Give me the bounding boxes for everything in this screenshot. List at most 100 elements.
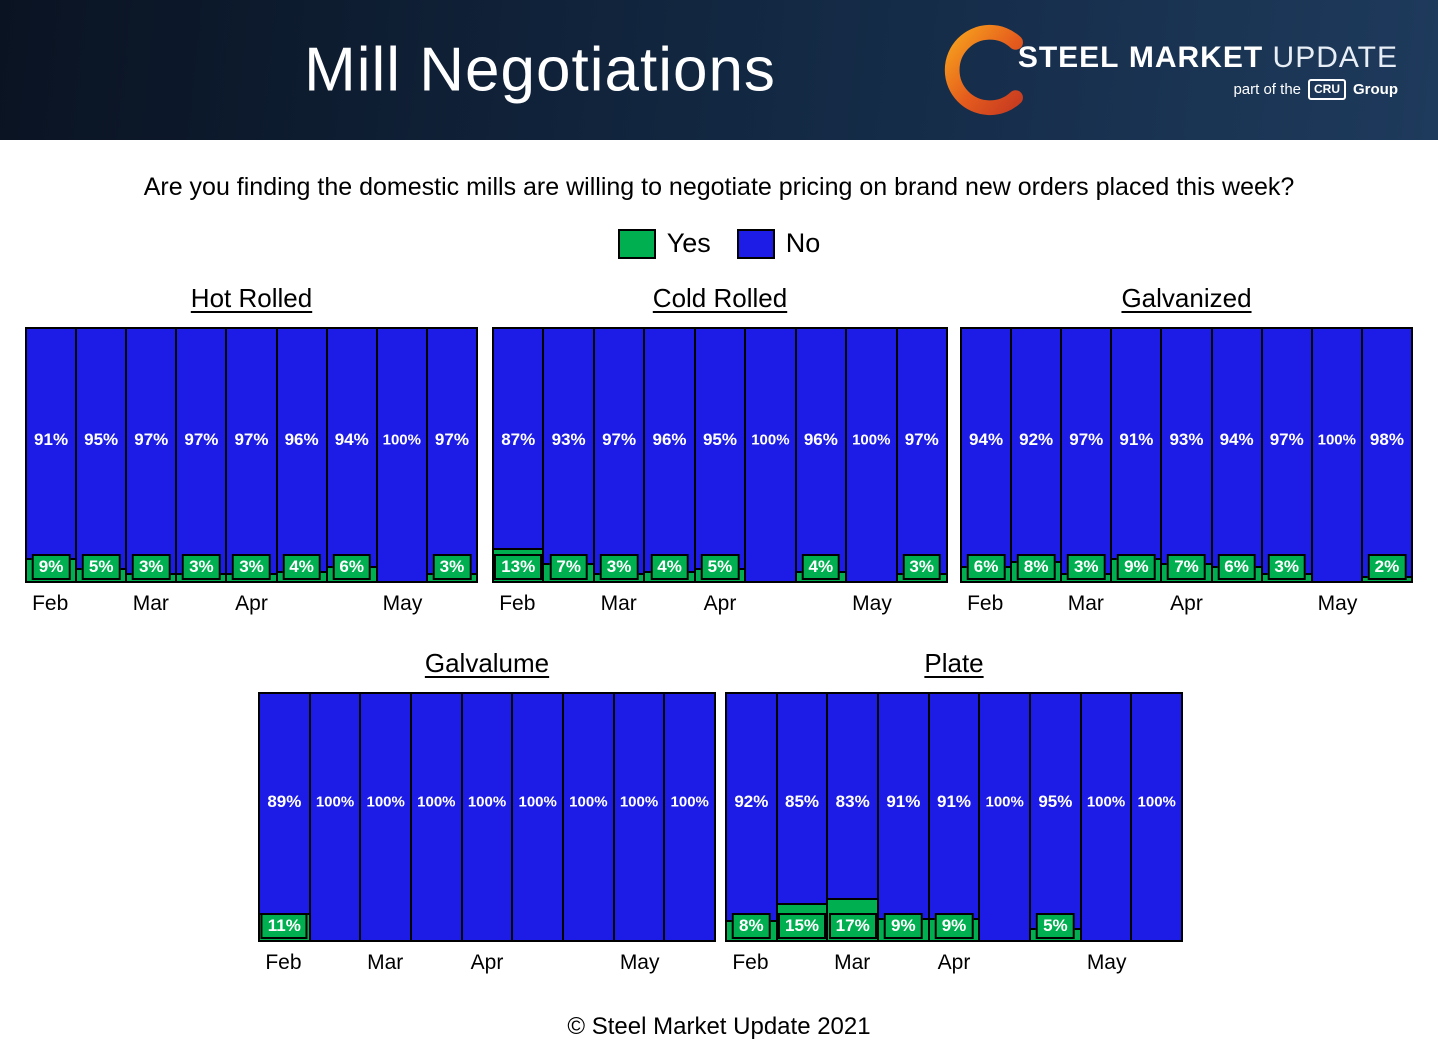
- stacked-bar: 98% 2%: [1362, 329, 1411, 581]
- no-value-label: 100%: [619, 793, 659, 811]
- no-value-label: 100%: [518, 793, 557, 811]
- yes-value-label: 11%: [260, 913, 308, 939]
- stacked-bar: 95% 5%: [1031, 694, 1082, 940]
- yes-value-label: 3%: [1267, 554, 1306, 580]
- tagline-suffix: Group: [1353, 80, 1398, 98]
- no-value-label: 89%: [267, 792, 302, 812]
- stacked-bar: 100%: [615, 694, 666, 940]
- month-label: Apr: [937, 951, 971, 974]
- stacked-bar: 96% 4%: [796, 329, 848, 581]
- legend-no-swatch: [736, 228, 775, 259]
- no-value-label: 97%: [602, 429, 637, 449]
- yes-value-label: 3%: [432, 554, 472, 580]
- stacked-bar: 100%: [378, 329, 428, 581]
- chart-title: Cold Rolled: [652, 283, 788, 313]
- no-value-label: 98%: [1369, 429, 1404, 449]
- yes-value-label: 4%: [282, 554, 321, 580]
- no-value-label: 97%: [234, 429, 269, 449]
- yes-value-label: 3%: [1066, 554, 1106, 580]
- no-value-label: 100%: [852, 431, 891, 449]
- no-value-label: 100%: [1086, 793, 1126, 811]
- no-value-label: 96%: [284, 429, 319, 449]
- logo-market: MARKET: [1128, 40, 1264, 74]
- no-value-label: 85%: [784, 792, 820, 812]
- stacked-bar: 93% 7%: [1162, 329, 1213, 581]
- smu-logo-wordmark: STEEL MARKET UPDATE: [1018, 41, 1398, 75]
- stacked-bar: 100%: [513, 694, 565, 940]
- month-label: Apr: [703, 592, 737, 615]
- month-label: Feb: [732, 951, 769, 974]
- month-label: May: [1317, 592, 1358, 615]
- legend-yes-label: Yes: [666, 228, 711, 258]
- stacked-bar: 94% 6%: [1212, 329, 1263, 581]
- no-value-label: 93%: [551, 429, 586, 449]
- no-value-label: 91%: [937, 792, 972, 812]
- no-value-label: 97%: [134, 429, 169, 449]
- no-value-label: 95%: [1038, 792, 1073, 812]
- no-value-label: 96%: [803, 429, 838, 449]
- header-banner: Mill Negotiations STEEL MARKET UPDATE pa…: [0, 0, 1438, 140]
- month-label: May: [619, 951, 660, 974]
- chart-title: Plate: [924, 648, 984, 678]
- no-value-label: 94%: [334, 429, 369, 449]
- plot-area: 92% 8% 85% 15% 83% 17% 91% 9% 91% 9% 100% 95% 5% 100%…: [725, 692, 1183, 942]
- plot-area: 91% 9% 95% 5% 97% 3% 97% 3% 97% 3% 96% 4% 94% 6% 100% 9…: [25, 327, 478, 583]
- chart-galvalume: Galvalume 89% 11% 100% 100% 100% 100% 100% 100%…: [258, 648, 716, 978]
- stacked-bar: 97% 3%: [1262, 329, 1313, 581]
- no-value-label: 100%: [366, 793, 405, 811]
- no-value-label: 100%: [751, 431, 790, 449]
- no-value-label: 97%: [904, 429, 939, 449]
- legend-item-no: No: [736, 228, 820, 259]
- stacked-bar: 91% 9%: [929, 694, 981, 940]
- stacked-bar: 91% 9%: [1112, 329, 1163, 581]
- no-value-label: 97%: [184, 429, 219, 449]
- legend-yes-swatch: [617, 228, 656, 259]
- legend-item-yes: Yes: [617, 228, 711, 259]
- stacked-bar: 100%: [665, 694, 714, 940]
- month-label: Mar: [367, 951, 404, 974]
- stacked-bar: 100%: [1082, 694, 1133, 940]
- stacked-bar: 94% 6%: [962, 329, 1013, 581]
- logo-steel: STEEL: [1017, 40, 1120, 74]
- yes-value-label: 9%: [934, 913, 974, 939]
- smu-logo-tagline: part of the CRU Group: [1018, 78, 1398, 100]
- no-value-label: 83%: [835, 792, 870, 812]
- no-value-label: 97%: [1269, 429, 1304, 449]
- no-value-label: 93%: [1169, 429, 1204, 449]
- stacked-bar: 100%: [980, 694, 1032, 940]
- stacked-bar: 100%: [564, 694, 615, 940]
- plot-area: 94% 6% 92% 8% 97% 3% 91% 9% 93% 7% 94% 6% 97% 3% 100% 9…: [960, 327, 1413, 583]
- stacked-bar: 97% 3%: [177, 329, 228, 581]
- no-value-label: 100%: [467, 793, 507, 811]
- month-label: Mar: [834, 951, 871, 974]
- no-value-label: 97%: [1069, 429, 1104, 449]
- stacked-bar: 100%: [412, 694, 463, 940]
- stacked-bar: 100%: [463, 694, 514, 940]
- month-label: Feb: [967, 592, 1004, 615]
- yes-value-label: 6%: [1217, 554, 1256, 580]
- yes-value-label: 8%: [732, 913, 771, 939]
- month-label: Mar: [1067, 592, 1104, 615]
- stacked-bar: 83% 17%: [828, 694, 880, 940]
- yes-value-label: 6%: [332, 554, 371, 580]
- chart-title: Galvalume: [424, 648, 550, 678]
- stacked-bar: 100%: [1132, 694, 1181, 940]
- chart-galvanized: Galvanized 94% 6% 92% 8% 97% 3% 91% 9% 93% 7% 94% 6…: [960, 283, 1413, 619]
- page-title: Mill Negotiations: [304, 35, 776, 105]
- no-value-label: 95%: [84, 429, 119, 449]
- yes-value-label: 17%: [828, 913, 877, 939]
- survey-question: Are you finding the domestic mills are w…: [143, 173, 1295, 201]
- stacked-bar: 96% 4%: [645, 329, 696, 581]
- stacked-bar: 100%: [746, 329, 797, 581]
- x-axis-labels: Feb Mar Apr May: [492, 583, 948, 619]
- logo-update: UPDATE: [1272, 40, 1398, 74]
- stacked-bar: 89% 11%: [260, 694, 311, 940]
- chart-legend: Yes No: [0, 228, 1438, 259]
- stacked-bar: 97% 3%: [427, 329, 476, 581]
- month-label: Feb: [265, 951, 302, 974]
- yes-value-label: 3%: [599, 554, 639, 580]
- stacked-bar: 97% 3%: [1062, 329, 1113, 581]
- yes-value-label: 13%: [494, 554, 543, 580]
- no-value-label: 91%: [1119, 429, 1154, 449]
- stacked-bar: 92% 8%: [1012, 329, 1063, 581]
